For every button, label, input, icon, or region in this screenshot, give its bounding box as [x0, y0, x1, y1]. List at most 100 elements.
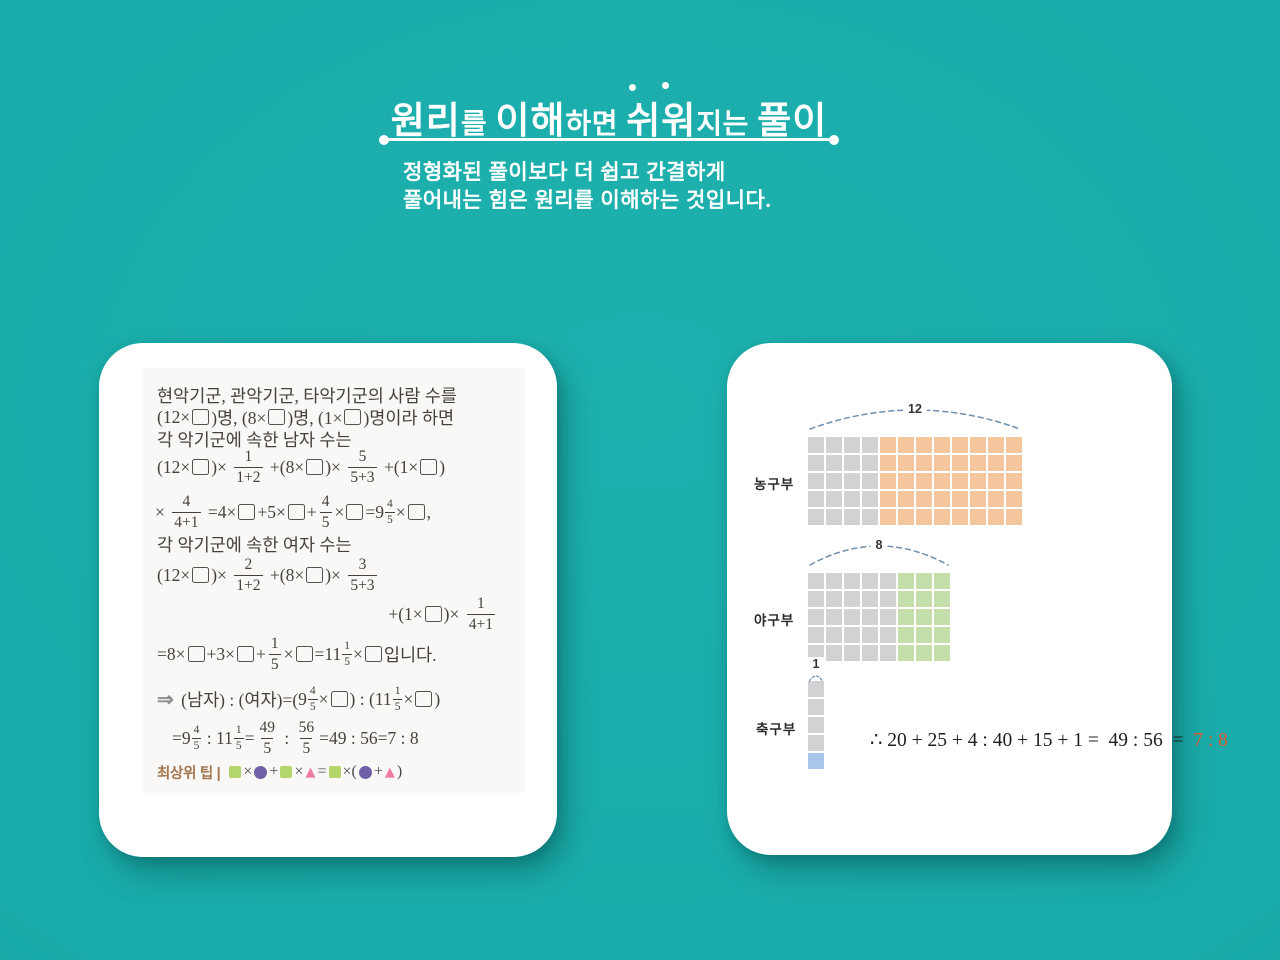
fraction: 1 1+2 [234, 448, 263, 486]
math-line: ⇒ (남자) : (여자)=(9 4 5 ×) : (11 1 5 ×) [157, 681, 440, 717]
unit-grid [808, 437, 1022, 525]
club-label: 축구부 [756, 722, 797, 737]
numerator: 4 [193, 724, 200, 737]
grid-cell [862, 509, 878, 525]
blank-box-icon [424, 606, 442, 622]
arc-count-label: 8 [870, 538, 888, 553]
whole-part: 11 [374, 688, 392, 709]
math-text: 각 악기군에 속한 남자 수는 [157, 429, 352, 450]
math-text: ) [439, 456, 446, 477]
blank-box-icon [306, 459, 324, 475]
numerator: 1 [394, 685, 401, 698]
blank-box-icon [287, 504, 305, 520]
scan-page-background [143, 368, 525, 793]
arrow-icon: ⇒ [157, 688, 174, 711]
numerator: 4 [182, 493, 191, 511]
title-segment: 지는 [696, 108, 758, 139]
grid-cell [880, 609, 896, 625]
math-line: 현악기군, 관악기군, 타악기군의 사람 수를 [157, 377, 457, 413]
grid-cell [934, 573, 950, 589]
grid-cell [988, 437, 1004, 453]
grid-cell [952, 473, 968, 489]
grid-cell [988, 455, 1004, 471]
title-segment: 하면 [565, 108, 627, 139]
grid-cell [844, 491, 860, 507]
subtitle-line: 정형화된 풀이보다 더 쉽고 간결하게 [403, 161, 726, 184]
numerator: 1 [235, 724, 242, 737]
blank-box-icon [192, 459, 210, 475]
math-text: (12× [157, 456, 191, 477]
unit-grid [808, 681, 824, 769]
grid-cell [898, 437, 914, 453]
math-text: 각 악기군에 속한 여자 수는 [157, 534, 352, 555]
denominator: 1+2 [234, 574, 263, 594]
grid-cell [898, 491, 914, 507]
math-text: +(1× [388, 603, 423, 624]
math-text: ×( [342, 763, 357, 780]
math-text: × [334, 501, 345, 522]
numerator: 2 [244, 556, 253, 574]
grid-cell [826, 645, 842, 661]
math-text: =8× [157, 643, 186, 664]
numerator: 1 [344, 640, 350, 653]
grid-cell [988, 509, 1004, 525]
fraction: 4 4+1 [172, 493, 201, 531]
grid-cell [970, 473, 986, 489]
grid-cell [880, 437, 896, 453]
grid-cell [862, 473, 878, 489]
grid-cell [808, 455, 824, 471]
numerator: 5 [358, 448, 367, 466]
arc-count-label: 1 [807, 657, 825, 672]
math-line: =8× +3× +1 5 × = 11 1 5 × 입니다. [157, 635, 437, 672]
title-underline [379, 134, 839, 145]
grid-cell [934, 455, 950, 471]
underline-end-dot [379, 134, 389, 145]
grid-cell [970, 455, 986, 471]
grid-cell [826, 591, 842, 607]
grid-cell [808, 437, 824, 453]
grid-cell [880, 573, 896, 589]
deco-dot [629, 84, 636, 91]
brace-arc [808, 675, 824, 682]
grid-cell [862, 437, 878, 453]
problem-card: 현악기군, 관악기군, 타악기군의 사람 수를 (12×)명, (8×)명, (1… [99, 343, 557, 857]
grid-cell [826, 509, 842, 525]
whole-part: 9 [375, 501, 384, 522]
grid-cell [952, 455, 968, 471]
math-line: = 9 4 5 : 11 1 5 = 49 5 : 56 5 =49 : 56=7 : 8 [172, 719, 419, 757]
grid-cell [1006, 491, 1022, 507]
numerator: 4 [309, 685, 316, 698]
shape-sq-icon [280, 766, 293, 778]
math-text: + [256, 643, 266, 664]
whole-part: 9 [298, 688, 307, 709]
math-text: ) [434, 688, 441, 709]
grid-cell [988, 473, 1004, 489]
math-text: : [279, 727, 294, 748]
grid-cell [808, 609, 824, 625]
denominator: 5+3 [348, 574, 377, 594]
denominator: 5 [233, 737, 244, 752]
blank-box-icon [407, 504, 425, 520]
math-text: × [294, 763, 304, 780]
grid-cell [898, 573, 914, 589]
math-text: + [373, 763, 383, 780]
grid-cell [844, 509, 860, 525]
blank-box-icon [330, 691, 348, 707]
mixed-number: 11 1 5 [374, 685, 404, 713]
subtitle: 정형화된 풀이보다 더 쉽고 간결하게 풀어내는 힘은 원리를 이해하는 것입니… [403, 159, 772, 214]
math-text: =4× [203, 501, 237, 522]
math-text: × [318, 688, 329, 709]
grid-cell [844, 437, 860, 453]
grid-cell [934, 437, 950, 453]
grid-cell [916, 591, 932, 607]
grid-cell [934, 491, 950, 507]
grid-cell [898, 609, 914, 625]
grid-cell [952, 491, 968, 507]
math-text: : [202, 727, 216, 748]
fraction: 5 5+3 [348, 448, 377, 486]
denominator: 5 [300, 737, 313, 757]
